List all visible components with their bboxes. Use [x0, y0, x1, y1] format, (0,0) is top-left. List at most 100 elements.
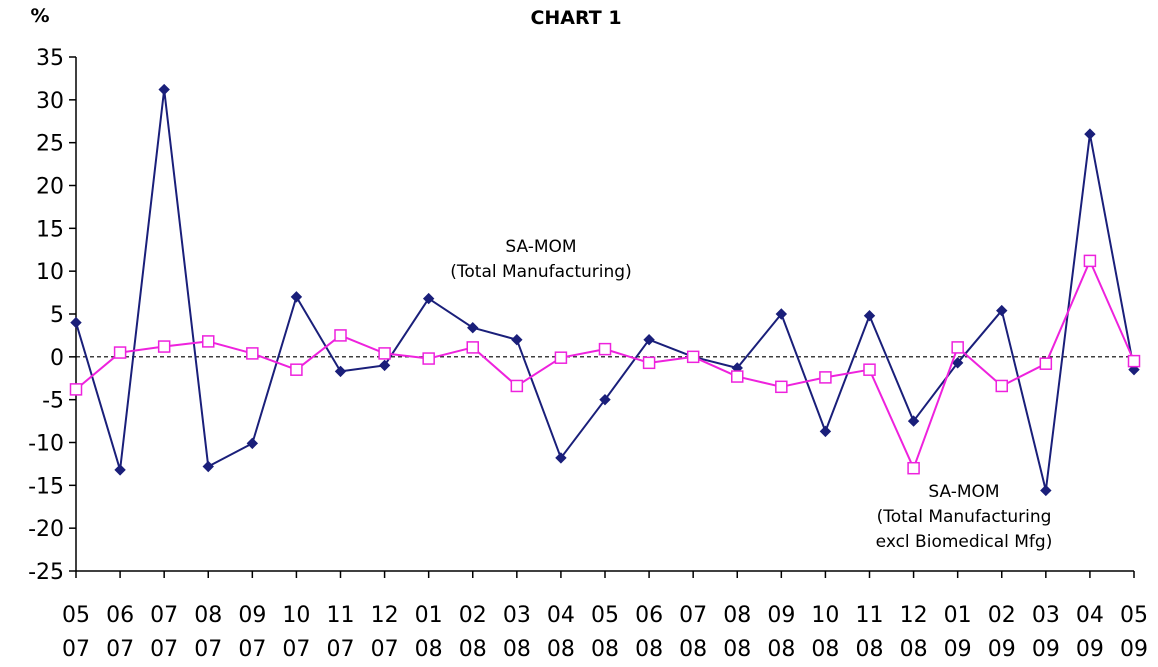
data-point-square	[157, 340, 171, 353]
data-point-square	[775, 380, 788, 394]
data-point-diamond	[863, 310, 876, 322]
x-tick-label-year: 08	[591, 637, 619, 662]
data-point-square	[731, 370, 744, 383]
x-tick-label-month: 02	[459, 603, 487, 628]
chart-title: CHART 1	[530, 7, 621, 29]
y-tick-label: 10	[36, 260, 64, 285]
axes: 35 30 25 20 15 10 5 0 -5 -10 -15 -20 -25 05 07 06 07 07 07…	[28, 46, 1148, 662]
x-tick-label-month: 06	[106, 603, 134, 628]
x-tick-label-month: 08	[194, 603, 222, 628]
x-tick-label-year: 08	[459, 637, 487, 662]
data-point-square	[1039, 357, 1053, 370]
data-point-diamond	[290, 291, 303, 303]
annotation-label: excl Biomedical Mfg)	[876, 532, 1053, 552]
x-tick-label-year: 08	[811, 637, 839, 662]
x-tick-label-year: 07	[62, 637, 90, 662]
annotation-label: (Total Manufacturing	[877, 507, 1052, 527]
data-point-diamond	[70, 316, 82, 329]
data-point-diamond	[114, 464, 126, 476]
x-tick-label-month: 07	[679, 603, 707, 628]
data-point-diamond	[1084, 128, 1096, 140]
data-point-diamond	[775, 308, 788, 320]
data-point-square	[378, 347, 391, 360]
data-point-diamond	[555, 452, 567, 464]
data-point-square	[510, 379, 524, 393]
x-tick-label-month: 09	[767, 603, 795, 628]
data-point-diamond	[422, 292, 435, 305]
x-tick-label-month: 10	[811, 603, 839, 628]
x-tick-label-month: 12	[900, 603, 928, 628]
series-1	[70, 83, 1140, 497]
x-tick-label-year: 08	[856, 637, 884, 662]
data-point-square	[1083, 254, 1097, 268]
data-point-square	[334, 329, 347, 342]
data-point-square	[466, 341, 479, 354]
y-tick-label: -20	[28, 517, 64, 542]
series-line	[75, 259, 1135, 470]
x-tick-label-year: 07	[238, 637, 266, 662]
y-tick-label: 5	[50, 303, 64, 328]
x-tick-label-year: 07	[371, 637, 399, 662]
series-line	[75, 88, 1135, 492]
data-point-square	[113, 346, 127, 359]
plot-area	[69, 83, 1141, 497]
annotation-label: (Total Manufacturing)	[450, 262, 631, 282]
data-point-diamond	[158, 83, 170, 96]
x-tick-label-year: 08	[723, 637, 751, 662]
data-point-square	[819, 371, 832, 384]
y-unit-label: %	[30, 5, 49, 27]
data-point-diamond	[643, 333, 655, 346]
data-point-diamond	[202, 460, 214, 473]
x-tick-label-year: 08	[635, 637, 663, 662]
data-point-square	[202, 335, 215, 348]
y-tick-label: -15	[28, 474, 64, 499]
x-tick-label-month: 07	[150, 603, 178, 628]
x-tick-label-year: 07	[150, 637, 178, 662]
x-tick-label-month: 12	[371, 603, 399, 628]
data-point-diamond	[951, 357, 964, 369]
data-point-square	[951, 341, 964, 354]
y-tick-label: 15	[36, 217, 64, 242]
x-tick-label-year: 09	[944, 637, 972, 662]
data-point-square	[642, 356, 656, 370]
x-tick-label-year: 08	[767, 637, 795, 662]
y-tick-label: -25	[28, 560, 64, 585]
annotation-label: SA-MOM	[928, 482, 999, 502]
x-tick-label-year: 08	[679, 637, 707, 662]
x-tick-label-year: 07	[327, 637, 355, 662]
x-tick-label-month: 08	[723, 603, 751, 628]
data-point-square	[863, 363, 876, 376]
x-tick-label-month: 05	[62, 603, 90, 628]
x-tick-label-year: 07	[282, 637, 310, 662]
data-point-square	[422, 352, 435, 365]
data-point-diamond	[511, 333, 523, 346]
x-tick-label-month: 02	[988, 603, 1016, 628]
x-tick-label-month: 01	[415, 603, 443, 628]
y-tick-label: 20	[36, 175, 64, 200]
x-tick-label-year: 08	[900, 637, 928, 662]
x-tick-label-month: 03	[1032, 603, 1060, 628]
annotation-label: SA-MOM	[505, 237, 576, 257]
data-point-square	[686, 350, 700, 364]
x-tick-label-month: 06	[635, 603, 663, 628]
data-point-square	[598, 342, 612, 356]
x-tick-label-month: 11	[327, 603, 355, 628]
x-tick-label-year: 09	[1120, 637, 1148, 662]
x-tick-label-month: 01	[944, 603, 972, 628]
y-tick-label: 35	[36, 46, 64, 71]
x-tick-label-year: 08	[415, 637, 443, 662]
y-tick-label: -10	[28, 432, 64, 457]
data-point-diamond	[819, 425, 832, 438]
data-point-square	[907, 461, 920, 475]
x-tick-label-year: 08	[503, 637, 531, 662]
data-point-diamond	[599, 393, 611, 406]
data-point-diamond	[334, 365, 347, 378]
x-tick-label-year: 09	[988, 637, 1016, 662]
x-tick-label-year: 09	[1076, 637, 1104, 662]
y-tick-label: 25	[36, 132, 64, 157]
x-tick-label-year: 08	[547, 637, 575, 662]
data-point-diamond	[246, 437, 259, 450]
x-tick-label-month: 05	[591, 603, 619, 628]
data-point-diamond	[1040, 484, 1052, 497]
